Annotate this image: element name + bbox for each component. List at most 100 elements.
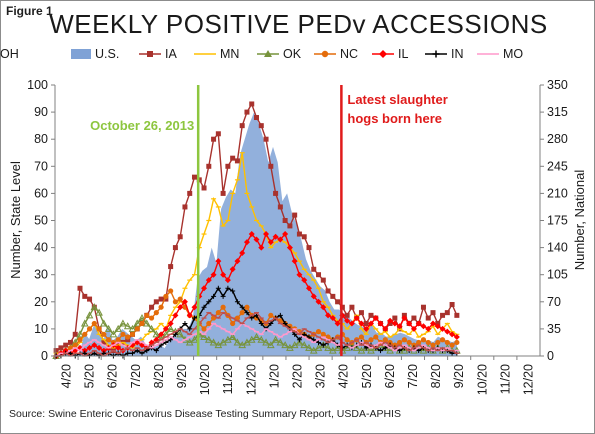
data-point-in-53	[306, 334, 312, 340]
data-point-in-19	[144, 348, 150, 354]
data-point-il-55	[315, 298, 322, 305]
data-point-ok-14	[119, 319, 127, 327]
data-point-in-43	[258, 320, 264, 326]
annotation-label-0: October 26, 2013	[90, 118, 194, 133]
data-point-in-52	[301, 331, 307, 337]
data-point-ia-34	[215, 131, 221, 137]
series-line-ok	[55, 306, 457, 357]
data-point-ia-54	[311, 266, 317, 272]
x-tick-label-3: 7/20	[129, 364, 143, 388]
data-point-ok-26	[176, 330, 185, 338]
data-point-in-83	[449, 350, 455, 356]
data-point-il-29	[191, 304, 198, 311]
data-point-nc-64	[358, 334, 365, 340]
data-point-ia-56	[320, 277, 326, 283]
data-point-in-3	[67, 350, 73, 356]
data-point-nc-17	[134, 326, 140, 332]
data-point-il-23	[162, 325, 169, 332]
data-point-il-36	[224, 277, 231, 284]
data-point-nc-8	[91, 320, 97, 327]
data-point-ok-52	[300, 341, 309, 349]
y2-tick-label-10: 350	[547, 78, 568, 92]
data-point-il-57	[325, 312, 332, 319]
data-point-ia-15	[125, 337, 131, 343]
data-point-in-25	[172, 331, 178, 337]
data-point-nc-15	[125, 334, 131, 340]
data-point-in-6	[82, 350, 88, 356]
data-point-ia-46	[273, 190, 279, 196]
data-point-ok-31	[200, 332, 208, 341]
data-point-nc-16	[129, 331, 136, 337]
data-point-nc-35	[220, 304, 226, 310]
y-tick-label-6: 60	[34, 186, 48, 200]
data-point-ia-83	[449, 302, 455, 308]
data-point-il-35	[220, 271, 227, 278]
data-point-in-39	[239, 304, 245, 310]
data-point-il-33	[210, 271, 217, 278]
data-point-ok-53	[305, 343, 313, 351]
y-tick-label-9: 90	[34, 105, 48, 119]
data-point-nc-14	[120, 331, 126, 337]
data-point-il-61	[344, 317, 351, 324]
x-tick-label-1: 5/20	[83, 364, 97, 388]
legend-item-oh: OH	[0, 47, 19, 61]
data-point-nc-7	[86, 326, 93, 332]
data-point-ia-32	[206, 163, 212, 169]
data-point-il-46	[272, 233, 279, 240]
data-point-ok-46	[271, 335, 280, 343]
data-point-ok-9	[95, 308, 103, 316]
y2-tick-label-5: 175	[547, 214, 568, 228]
data-point-il-67	[372, 315, 379, 322]
data-point-ok-16	[128, 324, 137, 332]
data-point-nc-4	[72, 342, 78, 348]
data-point-ok-43	[257, 335, 266, 343]
data-point-il-7	[86, 344, 93, 351]
data-point-in-34	[215, 285, 221, 291]
data-point-il-50	[291, 258, 298, 265]
data-point-ok-37	[228, 332, 237, 341]
data-point-il-68	[377, 320, 384, 327]
data-point-il-53	[305, 285, 312, 292]
y-tick-label-10: 100	[27, 78, 48, 92]
data-point-ia-38	[234, 158, 240, 164]
legend-label-mn: MN	[220, 47, 239, 61]
y-tick-label-4: 40	[34, 241, 48, 255]
data-point-ia-0	[53, 348, 59, 354]
data-point-ok-18	[138, 314, 146, 322]
data-point-nc-45	[268, 312, 274, 318]
data-point-in-29	[191, 315, 197, 321]
data-point-il-58	[329, 315, 336, 322]
data-point-nc-76	[416, 339, 422, 346]
data-point-ia-61	[344, 312, 350, 318]
x-tick-label-19: 11/20	[498, 364, 512, 394]
data-point-ok-51	[295, 338, 304, 346]
data-point-ia-4	[72, 331, 78, 337]
data-point-in-47	[277, 312, 283, 318]
data-point-in-27	[182, 320, 188, 326]
x-tick-label-12: 4/20	[337, 364, 351, 388]
data-point-il-24	[167, 320, 174, 327]
data-point-il-22	[158, 331, 165, 338]
data-point-ia-45	[268, 163, 274, 169]
legend-label-ok: OK	[283, 47, 302, 61]
y2-tick-label-7: 245	[547, 159, 568, 173]
data-point-il-51	[296, 271, 303, 278]
data-point-in-24	[168, 337, 174, 343]
data-point-il-13	[115, 344, 122, 351]
y2-tick-label-4: 140	[547, 241, 568, 255]
data-point-ia-36	[225, 163, 231, 169]
y-tick-label-0: 0	[41, 349, 48, 363]
data-point-il-25	[172, 312, 179, 319]
data-point-ia-82	[444, 310, 450, 316]
data-point-nc-9	[96, 326, 102, 332]
data-point-ok-45	[266, 341, 275, 349]
data-point-in-18	[139, 350, 145, 356]
data-point-ok-10	[100, 319, 108, 327]
y-axis-title: Number, State Level	[8, 161, 23, 279]
data-point-ia-3	[67, 339, 73, 345]
data-point-ok-44	[262, 338, 270, 346]
figure-label: Figure 1	[6, 4, 53, 18]
data-point-nc-66	[368, 337, 374, 343]
data-point-ia-64	[358, 310, 364, 316]
data-point-ok-38	[233, 338, 242, 346]
